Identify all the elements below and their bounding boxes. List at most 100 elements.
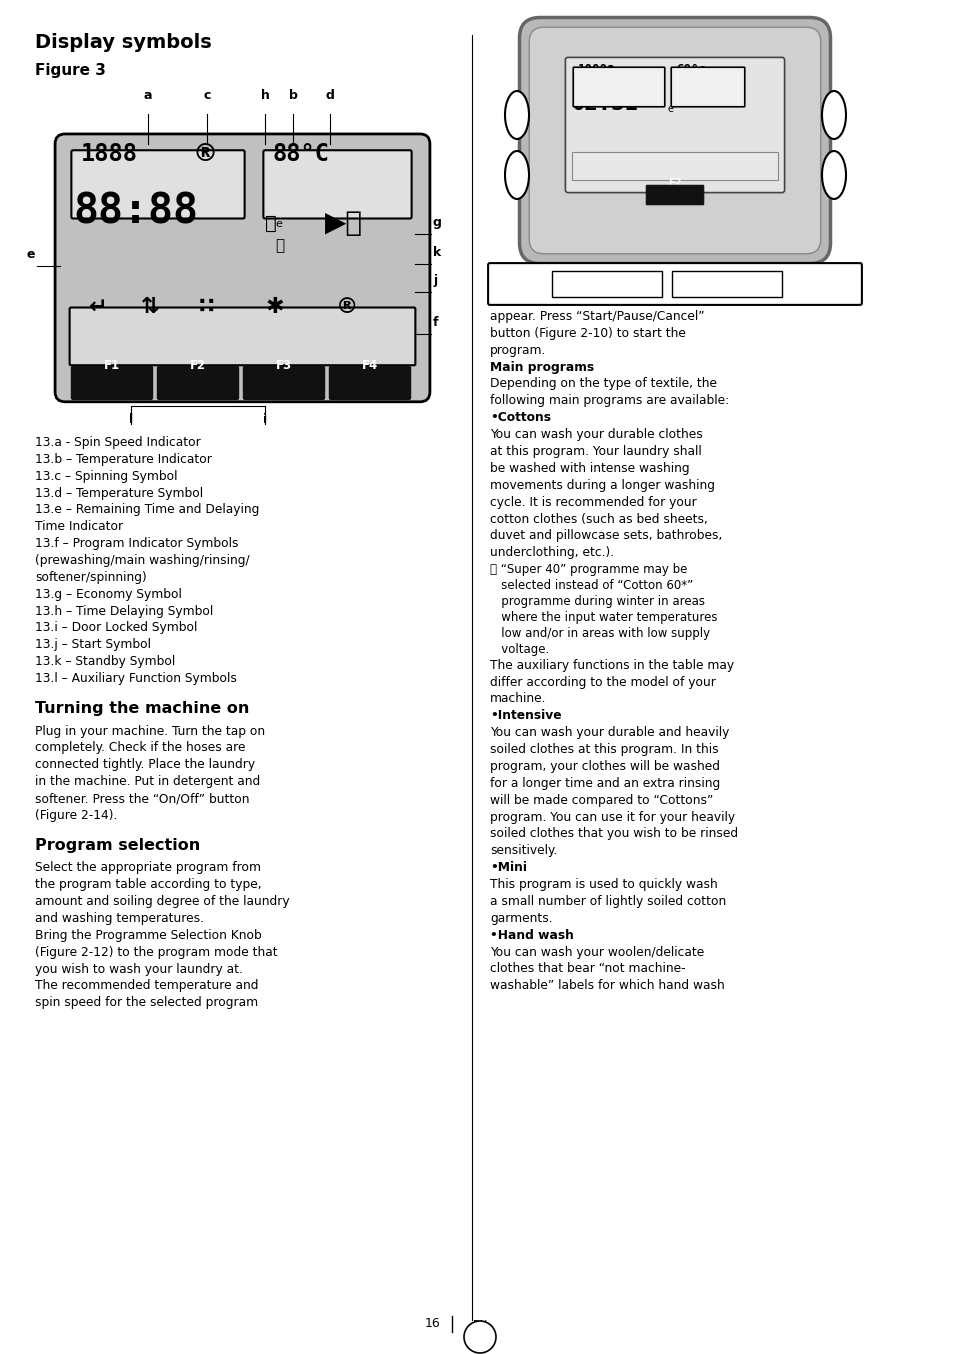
Text: i: i (263, 413, 267, 427)
Text: will be made compared to “Cottons”: will be made compared to “Cottons” (490, 793, 713, 807)
Text: soiled clothes that you wish to be rinsed: soiled clothes that you wish to be rinse… (490, 827, 738, 841)
Text: Select the appropriate program from: Select the appropriate program from (35, 861, 261, 875)
Text: The auxiliary functions in the table may: The auxiliary functions in the table may (490, 659, 734, 672)
Text: F1: F1 (104, 359, 120, 372)
Text: where the input water temperatures: where the input water temperatures (490, 611, 717, 624)
Text: 13.i – Door Locked Symbol: 13.i – Door Locked Symbol (35, 621, 197, 635)
Ellipse shape (504, 91, 529, 139)
Text: 88°C: 88°C (273, 142, 330, 167)
Text: ⓢ “Super 40” programme may be: ⓢ “Super 40” programme may be (490, 563, 687, 575)
Text: spin speed for the selected program: spin speed for the selected program (35, 997, 258, 1009)
Text: •Mini: •Mini (490, 861, 526, 875)
Text: 13.j – Start Symbol: 13.j – Start Symbol (35, 638, 151, 651)
Text: low and/or in areas with low supply: low and/or in areas with low supply (490, 627, 709, 640)
Text: e: e (27, 248, 35, 261)
Text: 88:88: 88:88 (73, 191, 198, 233)
Text: connected tightly. Place the laundry: connected tightly. Place the laundry (35, 758, 254, 772)
Text: EN: EN (473, 1320, 487, 1330)
Text: 13.h – Time Delaying Symbol: 13.h – Time Delaying Symbol (35, 605, 213, 617)
Text: program, your clothes will be washed: program, your clothes will be washed (490, 760, 720, 773)
Text: You can wash your durable and heavily: You can wash your durable and heavily (490, 726, 729, 739)
Text: cotton clothes (such as bed sheets,: cotton clothes (such as bed sheets, (490, 513, 707, 525)
Text: movements during a longer washing: movements during a longer washing (490, 479, 714, 492)
FancyBboxPatch shape (243, 367, 324, 399)
Text: garments.: garments. (490, 911, 552, 925)
Text: in the machine. Put in detergent and: in the machine. Put in detergent and (35, 776, 260, 788)
FancyBboxPatch shape (519, 18, 830, 264)
Text: ®: ® (335, 297, 358, 317)
Text: following main programs are available:: following main programs are available: (490, 394, 728, 408)
Text: 1000®: 1000® (578, 64, 615, 76)
Text: Depending on the type of textile, the: Depending on the type of textile, the (490, 378, 717, 390)
Ellipse shape (821, 152, 845, 199)
FancyBboxPatch shape (263, 150, 411, 218)
Text: ∷: ∷ (199, 297, 214, 317)
Text: 1888: 1888 (81, 142, 138, 167)
Text: program. You can use it for your heavily: program. You can use it for your heavily (490, 811, 735, 823)
Text: d: d (325, 89, 335, 102)
Text: 13.d – Temperature Symbol: 13.d – Temperature Symbol (35, 486, 203, 500)
Text: Display symbols: Display symbols (35, 32, 212, 51)
Text: •Intensive: •Intensive (490, 709, 561, 723)
Text: (Figure 2-14).: (Figure 2-14). (35, 808, 117, 822)
Text: the program table according to type,: the program table according to type, (35, 879, 261, 891)
Text: 13.b – Temperature Indicator: 13.b – Temperature Indicator (35, 452, 212, 466)
FancyBboxPatch shape (55, 134, 430, 402)
Text: soiled clothes at this program. In this: soiled clothes at this program. In this (490, 743, 718, 756)
Text: cycle. It is recommended for your: cycle. It is recommended for your (490, 496, 696, 509)
Text: •Cottons: •Cottons (490, 412, 551, 424)
Text: F3: F3 (275, 359, 292, 372)
Text: F2: F2 (668, 177, 681, 188)
Text: F4: F4 (361, 359, 377, 372)
Text: 13.e – Remaining Time and Delaying: 13.e – Remaining Time and Delaying (35, 504, 259, 516)
Text: softener/spinning): softener/spinning) (35, 571, 147, 584)
Text: ⧖: ⧖ (265, 214, 276, 233)
Text: and washing temperatures.: and washing temperatures. (35, 913, 204, 925)
Text: Time Indicator: Time Indicator (35, 520, 123, 533)
Text: h: h (260, 89, 269, 102)
Text: 60°c: 60°c (676, 64, 705, 76)
Text: softener. Press the “On/Off” button: softener. Press the “On/Off” button (35, 792, 250, 806)
Bar (572, 152, 778, 180)
FancyBboxPatch shape (488, 263, 861, 305)
Text: 13.c – Spinning Symbol: 13.c – Spinning Symbol (35, 470, 177, 482)
Text: voltage.: voltage. (490, 643, 549, 655)
Text: duvet and pillowcase sets, bathrobes,: duvet and pillowcase sets, bathrobes, (490, 529, 721, 543)
Text: at this program. Your laundry shall: at this program. Your laundry shall (490, 445, 701, 458)
Text: F2: F2 (190, 359, 206, 372)
Text: 13.f – Program Indicator Symbols: 13.f – Program Indicator Symbols (35, 538, 238, 550)
Circle shape (463, 1322, 496, 1353)
Text: This program is used to quickly wash: This program is used to quickly wash (490, 879, 717, 891)
Text: a small number of lightly soiled cotton: a small number of lightly soiled cotton (490, 895, 725, 909)
Text: The recommended temperature and: The recommended temperature and (35, 979, 258, 992)
Text: 13.g – Economy Symbol: 13.g – Economy Symbol (35, 588, 182, 601)
FancyBboxPatch shape (529, 27, 820, 253)
Text: machine.: machine. (490, 692, 546, 705)
FancyBboxPatch shape (573, 68, 664, 107)
Text: 13.l – Auxiliary Function Symbols: 13.l – Auxiliary Function Symbols (35, 672, 236, 685)
Text: for a longer time and an extra rinsing: for a longer time and an extra rinsing (490, 777, 720, 789)
Text: underclothing, etc.).: underclothing, etc.). (490, 546, 614, 559)
Text: You can wash your woolen/delicate: You can wash your woolen/delicate (490, 945, 703, 959)
Text: Plug in your machine. Turn the tap on: Plug in your machine. Turn the tap on (35, 724, 265, 738)
Text: l: l (129, 413, 132, 427)
Text: e: e (667, 104, 673, 114)
Text: ↵: ↵ (89, 297, 108, 317)
Text: button (Figure 2-10) to start the: button (Figure 2-10) to start the (490, 326, 685, 340)
Text: differ according to the model of your: differ according to the model of your (490, 676, 715, 689)
Text: ⚿: ⚿ (274, 238, 284, 253)
Text: (prewashing/main washing/rinsing/: (prewashing/main washing/rinsing/ (35, 554, 250, 567)
Text: program.: program. (490, 344, 546, 356)
Text: k: k (433, 246, 441, 259)
Text: be washed with intense washing: be washed with intense washing (490, 462, 689, 475)
Text: f: f (433, 315, 438, 329)
FancyBboxPatch shape (565, 57, 783, 192)
FancyBboxPatch shape (645, 185, 703, 204)
Text: c: c (203, 89, 211, 102)
Ellipse shape (504, 152, 529, 199)
Text: ⇅: ⇅ (141, 297, 159, 317)
Text: b: b (288, 89, 297, 102)
Text: 02:31: 02:31 (572, 93, 639, 114)
Text: amount and soiling degree of the laundry: amount and soiling degree of the laundry (35, 895, 290, 909)
Text: 16: 16 (424, 1317, 439, 1330)
